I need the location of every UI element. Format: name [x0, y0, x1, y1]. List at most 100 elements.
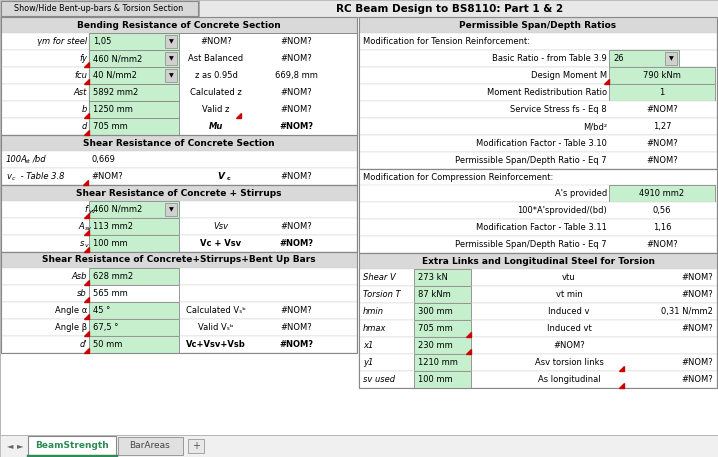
Bar	[1, 118, 89, 135]
Text: Modification Factor - Table 3.11: Modification Factor - Table 3.11	[476, 223, 607, 232]
Bar	[1, 33, 89, 50]
Bar	[1, 319, 357, 336]
Text: #NOM?: #NOM?	[280, 306, 312, 315]
Bar	[359, 17, 717, 33]
Text: #NOM?: #NOM?	[646, 156, 678, 165]
Text: Angle β: Angle β	[55, 323, 87, 332]
Bar	[359, 269, 717, 286]
Bar	[1, 185, 357, 201]
Text: vt min: vt min	[556, 290, 582, 299]
Bar	[359, 17, 717, 169]
Text: Modification for Tension Reinforcement:: Modification for Tension Reinforcement:	[363, 37, 530, 46]
Text: c: c	[227, 176, 230, 181]
Bar	[89, 118, 179, 135]
Text: BeamStrength: BeamStrength	[35, 441, 109, 451]
Text: 628 mm2: 628 mm2	[93, 272, 133, 281]
Bar	[89, 235, 179, 252]
Bar	[609, 84, 715, 101]
Text: Mu: Mu	[209, 122, 223, 131]
Polygon shape	[84, 79, 89, 84]
Bar	[118, 437, 183, 455]
Bar	[0, 435, 718, 457]
Polygon shape	[619, 383, 624, 388]
Text: BarAreas: BarAreas	[130, 441, 170, 451]
Bar	[1, 168, 357, 185]
Bar	[1, 285, 357, 302]
Text: hmax: hmax	[363, 324, 386, 333]
Text: #NOM?: #NOM?	[681, 358, 713, 367]
Bar	[89, 84, 179, 101]
Bar	[1, 151, 357, 168]
Bar	[1, 101, 89, 118]
Text: Asv torsion links: Asv torsion links	[535, 358, 603, 367]
Text: 1,27: 1,27	[653, 122, 671, 131]
Text: Service Stress fs - Eq 8: Service Stress fs - Eq 8	[510, 105, 607, 114]
Text: 100 mm: 100 mm	[93, 239, 128, 248]
Bar	[89, 33, 179, 50]
Bar	[89, 67, 179, 84]
Bar	[89, 302, 179, 319]
Bar	[1, 50, 89, 67]
Text: #NOM?: #NOM?	[279, 239, 313, 248]
Text: Vc + Vsv: Vc + Vsv	[200, 239, 241, 248]
Bar	[165, 69, 177, 82]
Text: 460 N/mm2: 460 N/mm2	[93, 205, 142, 214]
Bar	[359, 253, 717, 388]
Bar	[1, 252, 357, 268]
Bar	[1, 201, 357, 218]
Text: y1: y1	[363, 358, 373, 367]
Text: #NOM?: #NOM?	[200, 37, 232, 46]
Bar	[359, 169, 717, 253]
Text: d: d	[82, 122, 87, 131]
Polygon shape	[84, 247, 89, 252]
Bar	[89, 218, 179, 235]
Text: Calculated z: Calculated z	[190, 88, 242, 97]
Text: #NOM?: #NOM?	[681, 273, 713, 282]
Text: ▼: ▼	[169, 207, 173, 212]
Bar	[89, 201, 179, 218]
Bar	[89, 268, 179, 285]
Text: Shear Resistance of Concrete + Stirrups: Shear Resistance of Concrete + Stirrups	[76, 188, 281, 197]
Text: 1,16: 1,16	[653, 223, 671, 232]
Text: ▼: ▼	[668, 56, 673, 61]
Text: 1250 mm: 1250 mm	[93, 105, 133, 114]
Text: s: s	[80, 239, 84, 248]
Text: #NOM?: #NOM?	[681, 290, 713, 299]
Text: Shear V: Shear V	[363, 273, 396, 282]
Text: +: +	[192, 441, 200, 451]
Text: 0,669: 0,669	[91, 155, 115, 164]
Text: d': d'	[80, 340, 87, 349]
Text: #NOM?: #NOM?	[279, 122, 313, 131]
Text: sb: sb	[78, 289, 87, 298]
Bar	[1, 185, 357, 252]
Polygon shape	[84, 62, 89, 67]
Text: #NOM?: #NOM?	[280, 105, 312, 114]
Text: 67,5 °: 67,5 °	[93, 323, 118, 332]
Bar	[359, 185, 717, 202]
Polygon shape	[84, 230, 89, 235]
Text: Vsv: Vsv	[213, 222, 228, 231]
Text: 0,56: 0,56	[653, 206, 671, 215]
Bar	[359, 303, 717, 320]
Text: f: f	[84, 205, 87, 214]
Text: 50 mm: 50 mm	[93, 340, 122, 349]
Polygon shape	[84, 297, 89, 302]
Text: st: st	[25, 159, 31, 164]
Bar	[359, 354, 717, 371]
Bar	[199, 0, 200, 17]
Text: fcu: fcu	[74, 71, 87, 80]
Bar	[1, 235, 357, 252]
Text: 4910 mm2: 4910 mm2	[640, 189, 684, 198]
Text: Moment Redistribution Ratio: Moment Redistribution Ratio	[487, 88, 607, 97]
Text: ◄: ◄	[6, 441, 13, 451]
Polygon shape	[84, 348, 89, 353]
Text: z as 0.95d: z as 0.95d	[195, 71, 238, 80]
Text: 669,8 mm: 669,8 mm	[274, 71, 317, 80]
Text: #NOM?: #NOM?	[646, 240, 678, 249]
Text: #NOM?: #NOM?	[279, 340, 313, 349]
Text: Permissible Span/Depth Ratio - Eq 7: Permissible Span/Depth Ratio - Eq 7	[455, 240, 607, 249]
Text: Permissible Span/Depth Ratio - Eq 7: Permissible Span/Depth Ratio - Eq 7	[455, 156, 607, 165]
Bar	[359, 169, 717, 185]
Text: A: A	[78, 222, 84, 231]
Text: #NOM?: #NOM?	[91, 172, 123, 181]
